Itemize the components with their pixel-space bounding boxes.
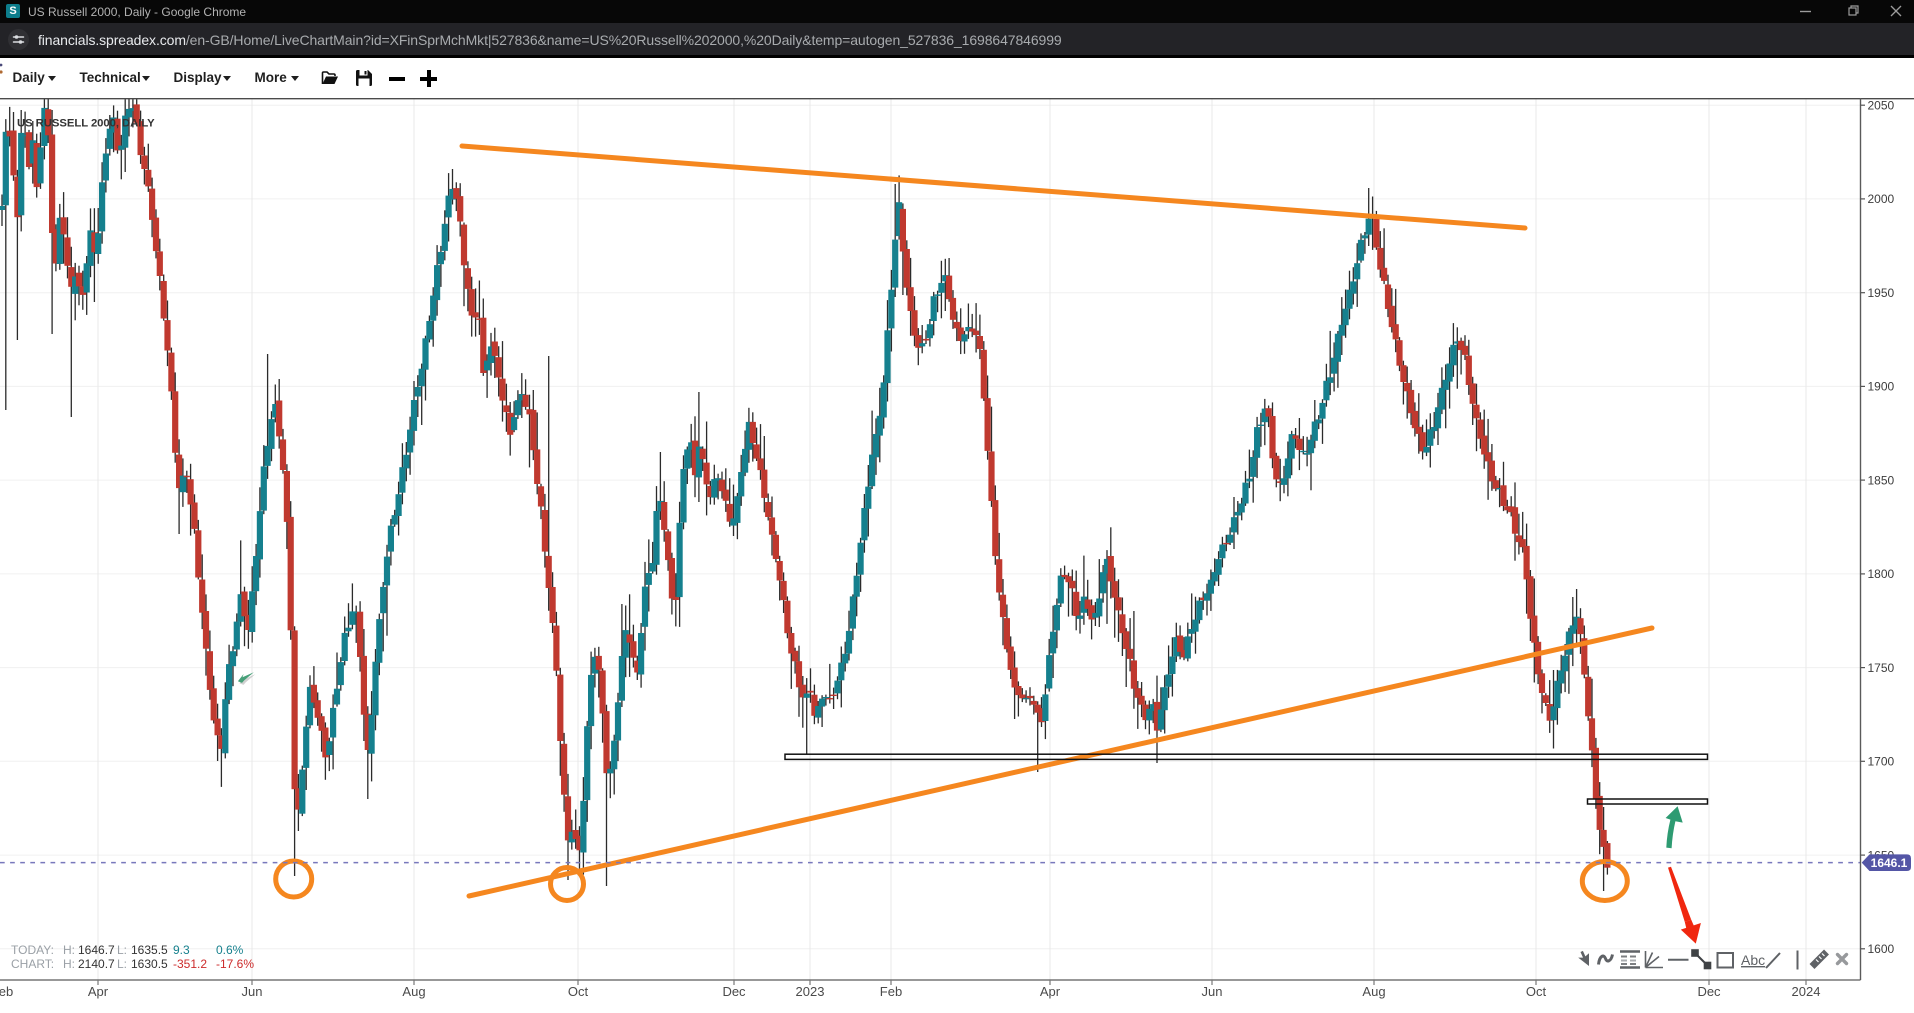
svg-text:2024: 2024 [1792, 984, 1821, 999]
svg-text:US RUSSELL 2000, DAILY: US RUSSELL 2000, DAILY [17, 118, 155, 130]
svg-text:1800: 1800 [1868, 567, 1895, 581]
svg-text:Abc: Abc [1741, 952, 1765, 968]
svg-text:1646.1: 1646.1 [1871, 856, 1908, 870]
svg-text:Oct: Oct [568, 984, 589, 999]
svg-text:L:: L: [117, 943, 127, 957]
svg-text:0.6%: 0.6% [216, 943, 244, 957]
svg-text:Dec: Dec [722, 984, 746, 999]
svg-text:Dec: Dec [1697, 984, 1721, 999]
svg-text:TODAY:: TODAY: [11, 943, 54, 957]
svg-text:1950: 1950 [1868, 286, 1895, 300]
svg-text:9.3: 9.3 [173, 943, 190, 957]
svg-text:Apr: Apr [88, 984, 109, 999]
svg-text:1635.5: 1635.5 [131, 943, 168, 957]
svg-text:2050: 2050 [1868, 98, 1895, 112]
svg-text:2023: 2023 [796, 984, 825, 999]
svg-text:Oct: Oct [1526, 984, 1547, 999]
svg-text:1646.7: 1646.7 [78, 943, 115, 957]
svg-text:Aug: Aug [1362, 984, 1385, 999]
svg-text:-351.2: -351.2 [173, 957, 207, 971]
svg-text:Jun: Jun [1202, 984, 1223, 999]
svg-text:Feb: Feb [880, 984, 902, 999]
svg-text:1900: 1900 [1868, 380, 1895, 394]
svg-text:L:: L: [117, 957, 127, 971]
svg-text:Aug: Aug [402, 984, 425, 999]
svg-text:1600: 1600 [1868, 942, 1895, 956]
svg-text:CHART:: CHART: [11, 957, 54, 971]
svg-text:1630.5: 1630.5 [131, 957, 168, 971]
svg-text:1700: 1700 [1868, 755, 1895, 769]
svg-text:-17.6%: -17.6% [216, 957, 254, 971]
svg-text:2140.7: 2140.7 [78, 957, 115, 971]
svg-text:Feb: Feb [0, 984, 13, 999]
svg-text:1850: 1850 [1868, 473, 1895, 487]
svg-text:Apr: Apr [1040, 984, 1061, 999]
svg-text:H:: H: [63, 943, 75, 957]
svg-text:Jun: Jun [242, 984, 263, 999]
svg-text:1750: 1750 [1868, 661, 1895, 675]
svg-text:H:: H: [63, 957, 75, 971]
svg-text:2000: 2000 [1868, 192, 1895, 206]
